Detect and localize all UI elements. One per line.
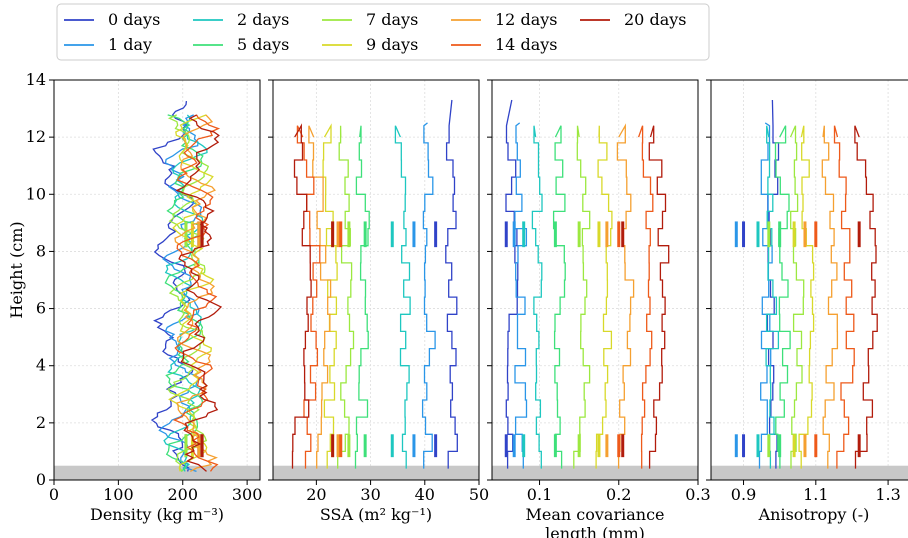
x-tick-label: 40 — [415, 485, 435, 504]
ground-band — [492, 465, 698, 480]
x-axis-label: Mean covariance — [526, 505, 665, 524]
series-line — [174, 114, 218, 472]
series-line — [421, 122, 436, 469]
x-tick-label: 100 — [103, 485, 134, 504]
y-tick-label: 6 — [36, 299, 46, 318]
x-tick-label: 20 — [306, 485, 326, 504]
series-line — [854, 125, 878, 469]
y-tick-label: 8 — [36, 241, 46, 260]
series-line — [296, 125, 321, 469]
series-line — [552, 125, 566, 469]
series-line — [798, 125, 815, 469]
y-tick-label: 0 — [36, 470, 46, 489]
legend-label: 1 day — [108, 35, 152, 54]
series-line — [833, 125, 855, 469]
series-line — [648, 125, 670, 469]
series-line — [616, 123, 635, 469]
panel-frame — [272, 79, 480, 481]
series-line — [167, 114, 210, 472]
series-line — [789, 125, 805, 469]
y-axis-label: Height (cm) — [7, 221, 26, 318]
series-line — [774, 125, 791, 469]
x-tick-label: 1.3 — [875, 485, 900, 504]
chart-panel: 0.9 1.1 1.3 Anisotropy (-) — [706, 79, 908, 524]
series-line — [308, 125, 332, 469]
series-line — [163, 114, 208, 472]
legend-label: 14 days — [495, 35, 557, 54]
legend-label: 9 days — [366, 35, 418, 54]
series-line — [175, 114, 223, 472]
series-line — [573, 125, 591, 469]
series-line — [445, 99, 458, 469]
x-tick-label: 0.1 — [527, 485, 552, 504]
legend-label: 5 days — [237, 35, 289, 54]
x-tick-label: 30 — [360, 485, 380, 504]
chart-panels: 0 100 200 300 Density (kg m⁻³) 0 2 4 6 8 10 12 14 20 3… — [26, 70, 908, 538]
x-axis-label: Anisotropy (-) — [758, 505, 870, 524]
y-tick-label: 10 — [26, 184, 46, 203]
series-line — [531, 125, 543, 469]
x-tick-label: 1.1 — [803, 485, 828, 504]
series-line — [354, 125, 370, 469]
legend-label: 20 days — [624, 10, 686, 29]
x-tick-label: 0.2 — [606, 485, 631, 504]
y-tick-label: 14 — [26, 70, 46, 89]
series-line — [158, 114, 203, 473]
legend: 0 days 1 day 2 days 5 days 7 days 9 days 12 da… — [56, 3, 710, 61]
series-line — [765, 125, 780, 469]
y-tick-label: 4 — [36, 356, 46, 375]
x-tick-label: 200 — [167, 485, 198, 504]
series-line — [637, 125, 654, 469]
series-line — [337, 125, 355, 469]
series-line — [758, 122, 773, 469]
x-tick-label: 0.3 — [685, 485, 710, 504]
series-line — [291, 123, 312, 469]
legend-label: 7 days — [366, 10, 418, 29]
panel-frame — [491, 79, 699, 481]
legend-label: 2 days — [237, 10, 289, 29]
y-tick-label: 2 — [36, 413, 46, 432]
legend-label: 12 days — [495, 10, 557, 29]
x-axis-label: Density (kg m⁻³) — [90, 505, 224, 524]
panel-frame — [53, 79, 261, 481]
series-line — [514, 122, 528, 469]
series-line — [168, 114, 215, 472]
chart-panel: 20 30 40 50 SSA (m² kg⁻¹) — [268, 79, 489, 524]
ground-band — [273, 465, 479, 480]
panel-frame — [710, 79, 908, 481]
x-axis-label: SSA (m² kg⁻¹) — [320, 505, 432, 524]
ground-band — [54, 465, 260, 480]
y-tick-label: 12 — [26, 127, 46, 146]
x-tick-label: 50 — [469, 485, 489, 504]
x-axis-label: length (mm) — [545, 524, 645, 538]
x-tick-label: 300 — [232, 485, 263, 504]
series-line — [394, 125, 411, 469]
legend-frame — [56, 3, 710, 61]
series-line — [821, 125, 839, 469]
x-tick-label: 0.9 — [731, 485, 756, 504]
x-tick-label: 0 — [49, 485, 59, 504]
legend-label: 0 days — [108, 10, 160, 29]
chart-panel: 0 100 200 300 Density (kg m⁻³) 0 2 4 6 8 10 12 14 — [26, 70, 263, 524]
series-line — [172, 114, 221, 472]
series-line — [595, 125, 613, 469]
ground-band — [711, 465, 908, 480]
